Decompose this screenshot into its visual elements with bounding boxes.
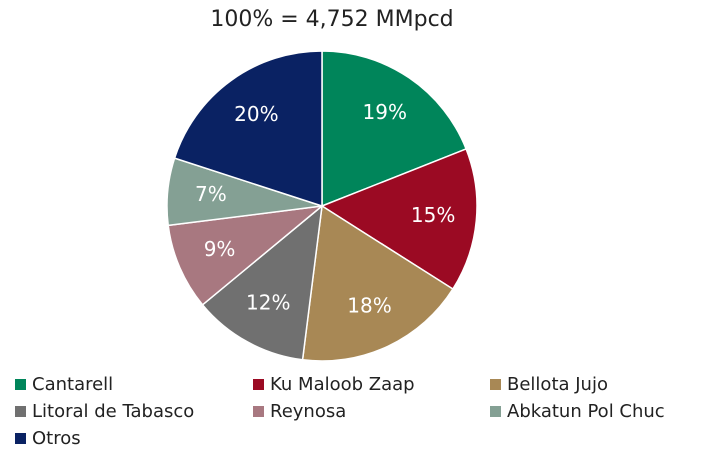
- pie-slice: [320, 147, 478, 291]
- legend-swatch: [15, 433, 26, 444]
- data-label: 18%: [347, 293, 391, 317]
- legend-swatch: [253, 406, 264, 417]
- pie-slice: [301, 204, 454, 362]
- legend-label: Bellota Jujo: [507, 374, 608, 395]
- legend-swatch: [15, 379, 26, 390]
- legend-swatch: [490, 379, 501, 390]
- data-label: 7%: [195, 182, 227, 206]
- legend-label: Litoral de Tabasco: [32, 401, 194, 422]
- legend-label: Reynosa: [270, 401, 346, 422]
- pie-slice: [201, 204, 323, 361]
- data-label: 15%: [411, 203, 455, 227]
- legend-swatch: [253, 379, 264, 390]
- legend-label: Ku Maloob Zaap: [270, 374, 415, 395]
- legend-swatch: [490, 406, 501, 417]
- data-label: 19%: [363, 100, 407, 124]
- legend-label: Otros: [32, 428, 81, 449]
- legend-label: Abkatun Pol Chuc: [507, 401, 665, 422]
- chart-title: 100% = 4,752 MMpcd: [210, 7, 453, 32]
- legend-label: Cantarell: [32, 374, 113, 395]
- pie-slice: [167, 204, 325, 306]
- data-label: 9%: [204, 237, 236, 261]
- data-label: 20%: [234, 102, 278, 126]
- pie-slice: [321, 50, 468, 208]
- legend-swatch: [15, 406, 26, 417]
- pie-slice: [173, 50, 323, 208]
- data-label: 12%: [246, 290, 290, 314]
